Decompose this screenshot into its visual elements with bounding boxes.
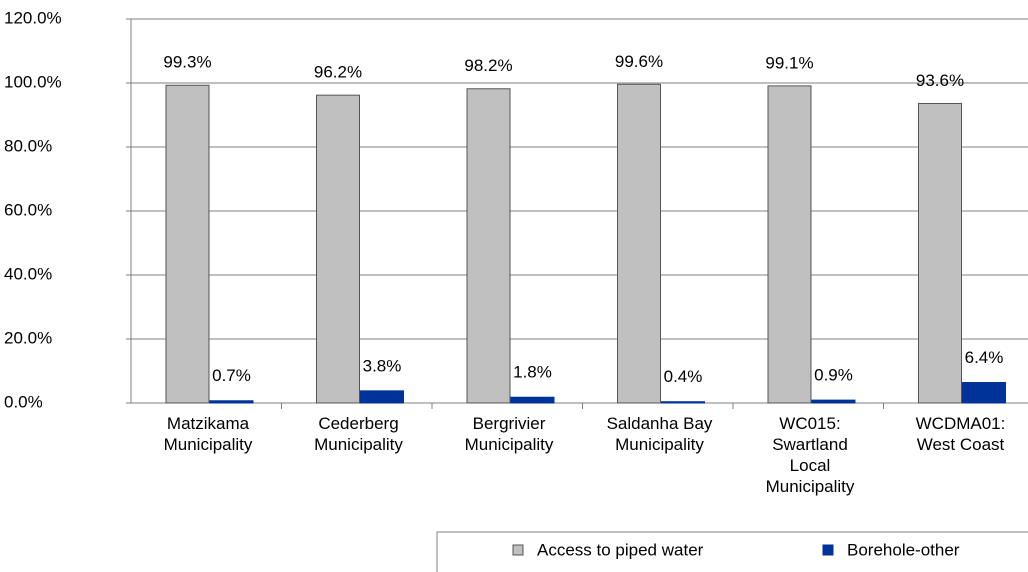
data-label: 3.8% <box>363 356 402 375</box>
y-tick-label: 80.0% <box>4 136 52 155</box>
y-tick-label: 0.0% <box>4 392 43 411</box>
data-label: 0.4% <box>664 367 703 386</box>
data-label: 0.7% <box>212 366 251 385</box>
x-tick-label: WCDMA01: West Coast <box>915 414 1006 454</box>
bar <box>811 399 856 404</box>
legend-label: Access to piped water <box>537 540 704 559</box>
x-tick-label: Matzikama Municipality <box>163 414 253 454</box>
x-tick-label-box: Matzikama Municipality <box>163 414 253 454</box>
data-label: 99.3% <box>163 53 211 72</box>
bar <box>165 84 210 404</box>
data-label: 0.9% <box>814 366 853 385</box>
bar <box>918 102 962 404</box>
data-label: 1.8% <box>513 363 552 382</box>
legend-swatch <box>512 544 524 556</box>
bar <box>316 94 360 404</box>
x-tick-label-box: WC015: Swartland Local Municipality <box>765 414 855 496</box>
bar <box>209 400 254 404</box>
x-tick-label: WC015: Swartland Local Municipality <box>765 414 855 496</box>
bar <box>360 390 404 404</box>
bar <box>767 85 812 404</box>
x-tick-label: Cederberg Municipality <box>314 414 403 454</box>
bar <box>466 88 511 404</box>
data-label: 99.6% <box>615 52 663 71</box>
bar <box>962 382 1006 404</box>
legend-box <box>436 531 1028 572</box>
bar <box>617 83 661 404</box>
x-tick-label-box: Cederberg Municipality <box>314 414 403 454</box>
y-tick-label: 20.0% <box>4 328 52 347</box>
data-label: 99.1% <box>765 53 813 72</box>
data-label: 93.6% <box>916 71 964 90</box>
y-tick-label: 120.0% <box>4 8 62 27</box>
legend-swatch <box>822 544 834 556</box>
bar <box>661 401 705 404</box>
legend-label: Borehole-other <box>847 540 960 559</box>
y-tick-label: 40.0% <box>4 264 52 283</box>
x-tick-label: Saldanha Bay Municipality <box>606 414 713 454</box>
data-label: 6.4% <box>965 348 1004 367</box>
bar <box>510 396 555 404</box>
data-label: 96.2% <box>314 63 362 82</box>
y-tick-label: 60.0% <box>4 200 52 219</box>
data-label: 98.2% <box>464 56 512 75</box>
y-tick-label: 100.0% <box>4 72 62 91</box>
x-tick-label-box: Bergrivier Municipality <box>464 414 554 454</box>
x-tick-label: Bergrivier Municipality <box>464 414 554 454</box>
x-tick-label-box: WCDMA01: West Coast <box>915 414 1006 454</box>
x-tick-label-box: Saldanha Bay Municipality <box>606 414 713 454</box>
